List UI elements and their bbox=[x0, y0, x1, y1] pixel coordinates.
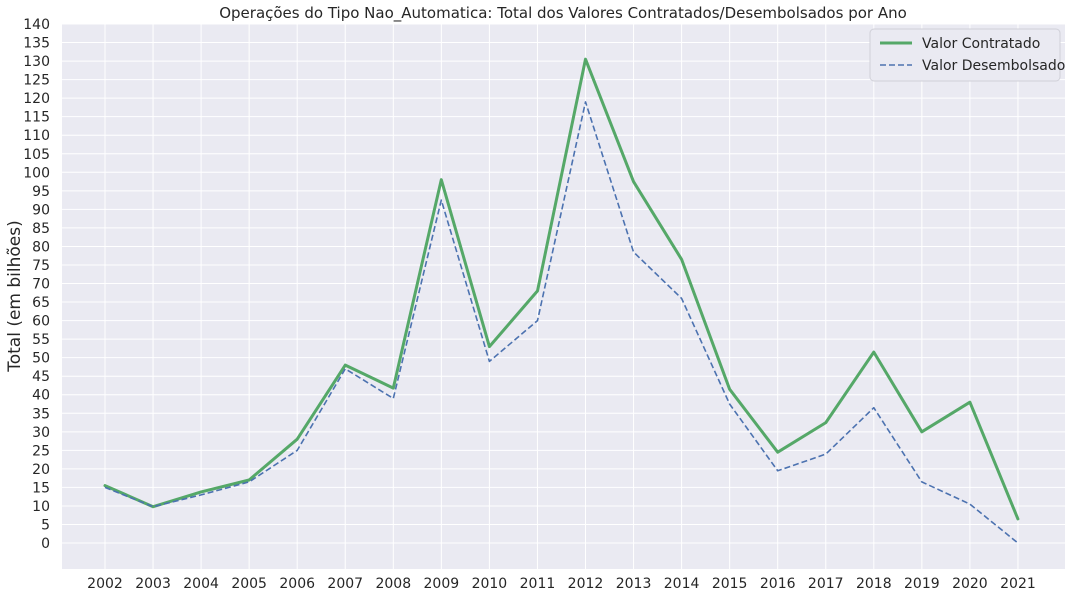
y-tick-label: 15 bbox=[32, 480, 50, 496]
y-tick-label: 35 bbox=[32, 406, 50, 422]
y-tick-label: 40 bbox=[32, 388, 50, 404]
series-line-valor-desembolsado bbox=[104, 101, 1019, 544]
chart-title: Operações do Tipo Nao_Automatica: Total … bbox=[219, 4, 907, 23]
y-axis-label: Total (em bilhões) bbox=[5, 220, 25, 373]
x-tick-label: 2002 bbox=[87, 576, 123, 592]
y-tick-label: 120 bbox=[23, 91, 50, 107]
y-tick-label: 20 bbox=[32, 462, 50, 478]
y-tick-labels: 0 5 10 15 20 25 30 35 40 45 50 55 60 65 70 75 80 85 90 95 10… bbox=[23, 17, 50, 552]
x-tick-label: 2016 bbox=[760, 576, 796, 592]
legend-label: Valor Desembolsado bbox=[922, 58, 1065, 74]
grid bbox=[62, 23, 1065, 569]
x-tick-label: 2005 bbox=[231, 576, 267, 592]
y-tick-label: 65 bbox=[32, 295, 50, 311]
y-tick-label: 60 bbox=[32, 314, 50, 330]
y-tick-label: 50 bbox=[32, 351, 50, 367]
y-tick-label: 90 bbox=[32, 202, 50, 218]
x-tick-label: 2017 bbox=[808, 576, 844, 592]
y-tick-label: 105 bbox=[23, 147, 50, 163]
y-tick-label: 70 bbox=[32, 277, 50, 293]
y-tick-label: 55 bbox=[32, 332, 50, 348]
y-tick-label: 5 bbox=[41, 518, 50, 534]
x-tick-label: 2019 bbox=[904, 576, 940, 592]
x-tick-label: 2003 bbox=[135, 576, 171, 592]
y-tick-label: 10 bbox=[32, 499, 50, 515]
y-tick-label: 140 bbox=[23, 17, 50, 33]
x-tick-label: 2018 bbox=[856, 576, 892, 592]
x-tick-label: 2009 bbox=[424, 576, 460, 592]
y-tick-label: 25 bbox=[32, 443, 50, 459]
x-tick-label: 2021 bbox=[1000, 576, 1036, 592]
x-tick-label: 2010 bbox=[472, 576, 508, 592]
x-tick-label: 2008 bbox=[375, 576, 411, 592]
y-tick-label: 115 bbox=[23, 110, 50, 126]
y-tick-label: 135 bbox=[23, 36, 50, 52]
y-tick-label: 125 bbox=[23, 73, 50, 89]
x-tick-label: 2007 bbox=[327, 576, 363, 592]
x-tick-label: 2014 bbox=[664, 576, 700, 592]
y-tick-label: 110 bbox=[23, 128, 50, 144]
y-tick-label: 30 bbox=[32, 425, 50, 441]
y-tick-label: 0 bbox=[41, 536, 50, 552]
y-tick-label: 85 bbox=[32, 221, 50, 237]
x-tick-label: 2006 bbox=[279, 576, 315, 592]
y-tick-label: 75 bbox=[32, 258, 50, 274]
x-tick-labels: 2002 2003 2004 2005 2006 2007 2008 2009 2010 2011… bbox=[87, 576, 1036, 592]
plot-background bbox=[62, 24, 1065, 569]
y-tick-label: 80 bbox=[32, 239, 50, 255]
series-line-valor-contratado bbox=[103, 57, 1020, 521]
x-tick-label: 2012 bbox=[568, 576, 604, 592]
x-tick-label: 2011 bbox=[520, 576, 556, 592]
y-tick-label: 95 bbox=[32, 184, 50, 200]
series-lines bbox=[103, 57, 1020, 544]
x-tick-label: 2013 bbox=[616, 576, 652, 592]
y-tick-label: 130 bbox=[23, 54, 50, 70]
y-tick-label: 45 bbox=[32, 369, 50, 385]
legend: Valor Contratado Valor Desembolsado bbox=[869, 28, 1065, 82]
legend-box bbox=[869, 28, 1061, 82]
y-tick-label: 100 bbox=[23, 165, 50, 181]
x-tick-label: 2004 bbox=[183, 576, 219, 592]
x-tick-label: 2020 bbox=[952, 576, 988, 592]
x-tick-label: 2015 bbox=[712, 576, 748, 592]
legend-label: Valor Contratado bbox=[922, 36, 1040, 52]
